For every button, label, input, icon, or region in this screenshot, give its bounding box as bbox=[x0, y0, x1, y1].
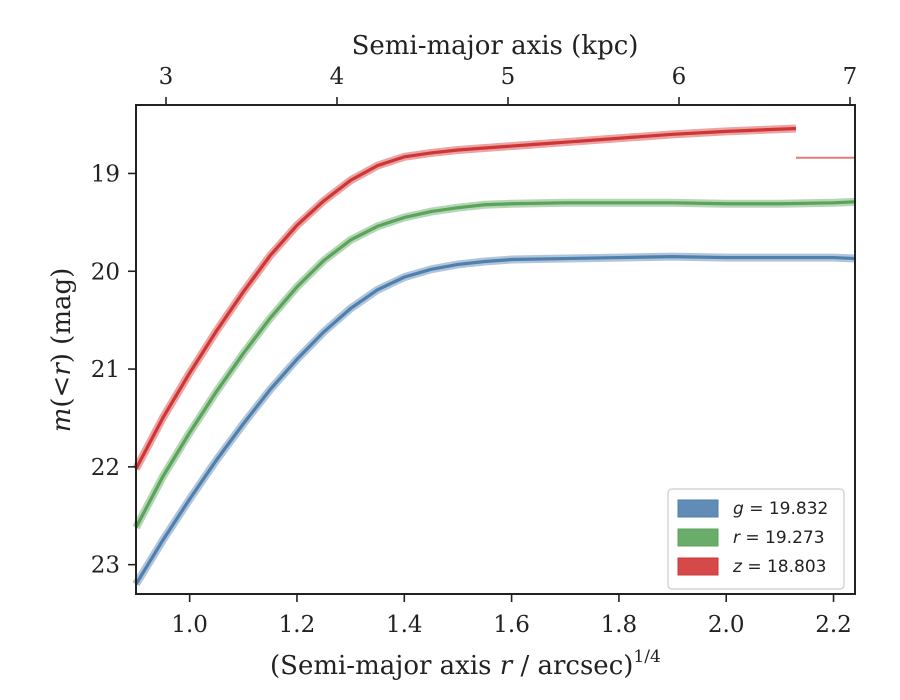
x-tick-label: 1.0 bbox=[171, 612, 208, 638]
y-axis-title-func: m bbox=[47, 408, 77, 433]
x-tick-label: 1.6 bbox=[493, 612, 530, 638]
legend-label: r = 19.273 bbox=[733, 528, 825, 548]
y-axis-title-op: < bbox=[47, 376, 77, 398]
series-line bbox=[134, 200, 856, 529]
legend-label-value: = 19.832 bbox=[749, 499, 828, 519]
legend-label: z = 18.803 bbox=[732, 557, 826, 577]
top-tick-label: 3 bbox=[159, 64, 174, 90]
y-axis-title-open: ( bbox=[47, 397, 77, 407]
left-axis-ticks: 19 20 21 22 23 bbox=[91, 161, 136, 579]
series-line bbox=[134, 254, 856, 586]
series-line bbox=[134, 126, 797, 470]
series-band bbox=[132, 124, 797, 471]
y-axis-title-var: r bbox=[47, 362, 77, 376]
x-tick-label: 1.8 bbox=[601, 612, 638, 638]
legend-label-var: r bbox=[733, 528, 745, 548]
top-tick-label: 6 bbox=[672, 64, 687, 90]
y-tick-label: 19 bbox=[91, 161, 120, 187]
legend-swatch bbox=[677, 557, 719, 576]
x-axis-title-exponent: 1/4 bbox=[633, 647, 660, 667]
y-axis-title-close: ) bbox=[47, 353, 77, 363]
y-axis-title-unit: (mag) bbox=[47, 268, 77, 353]
x-tick-label: 1.2 bbox=[279, 612, 316, 638]
plot-frame bbox=[135, 104, 856, 595]
x-axis-title: (Semi-major axis r / arcsec)1/4 bbox=[270, 647, 661, 681]
x-tick-label: 2.0 bbox=[708, 612, 745, 638]
legend-label-var: g bbox=[733, 499, 749, 519]
x-tick-label: 2.2 bbox=[815, 612, 852, 638]
top-axis-title: Semi-major axis (kpc) bbox=[352, 31, 639, 61]
series-band bbox=[132, 197, 856, 530]
y-tick-label: 20 bbox=[91, 259, 120, 285]
series-layer bbox=[132, 124, 856, 587]
y-axis-title: m(<r) (mag) bbox=[47, 268, 77, 433]
y-tick-label: 23 bbox=[91, 553, 120, 579]
top-tick-label: 4 bbox=[330, 64, 345, 90]
top-tick-label: 7 bbox=[843, 64, 858, 90]
y-tick-label: 22 bbox=[91, 455, 120, 481]
x-tick-label: 1.4 bbox=[386, 612, 423, 638]
top-axis-ticks: 3 4 5 6 7 bbox=[159, 64, 858, 105]
y-tick-label: 21 bbox=[91, 357, 120, 383]
x-axis-title-suffix: / arcsec) bbox=[512, 651, 633, 681]
top-tick-label: 5 bbox=[501, 64, 516, 90]
legend-swatch bbox=[677, 528, 719, 547]
bottom-axis-ticks: 1.0 1.2 1.4 1.6 1.8 2.0 2.2 bbox=[171, 594, 852, 638]
legend-swatch bbox=[677, 499, 719, 518]
legend-label-var: z bbox=[732, 557, 747, 577]
x-axis-title-prefix: (Semi-major axis bbox=[270, 651, 500, 681]
x-axis-title-var: r bbox=[500, 651, 514, 681]
legend-label-value: = 19.273 bbox=[745, 528, 824, 548]
legend-label-value: = 18.803 bbox=[747, 557, 826, 577]
legend-label: g = 19.832 bbox=[733, 499, 828, 519]
